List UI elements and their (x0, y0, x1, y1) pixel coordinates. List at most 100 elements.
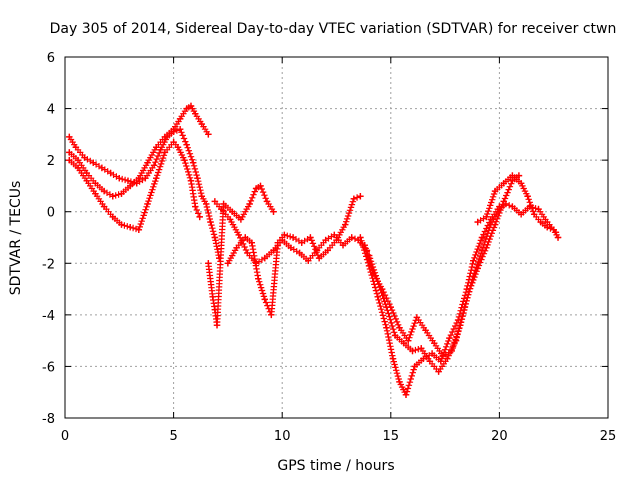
data-point (509, 203, 516, 210)
data-point (444, 355, 451, 362)
data-point (307, 234, 314, 241)
data-point (181, 156, 188, 164)
data-point (176, 115, 184, 123)
data-point (431, 340, 438, 347)
data-point (170, 126, 177, 133)
data-point (124, 177, 132, 184)
data-point (389, 355, 397, 362)
data-point (66, 156, 73, 164)
plot-frame (64, 56, 609, 419)
data-point (296, 249, 303, 257)
data-point (174, 144, 182, 151)
data-point (211, 234, 219, 241)
y-axis-label: SDTVAR / TECUs (8, 181, 24, 296)
data-point (246, 200, 253, 208)
series-track-b (66, 102, 212, 200)
data-point (248, 239, 255, 246)
x-axis-label: GPS time / hours (277, 458, 394, 474)
data-marks (66, 102, 562, 398)
data-point (153, 174, 160, 182)
data-point (98, 164, 106, 172)
data-point (517, 211, 525, 218)
data-point (72, 144, 80, 151)
data-point (198, 193, 206, 200)
data-point (196, 213, 203, 221)
series-trace (357, 203, 503, 398)
data-point (428, 350, 436, 357)
chart-title: Day 305 of 2014, Sidereal Day-to-day VTE… (50, 21, 617, 37)
data-point (261, 254, 269, 262)
data-point (509, 172, 516, 179)
data-point (478, 234, 486, 241)
series-trace (211, 198, 371, 267)
data-point (263, 198, 271, 205)
data-point (242, 234, 249, 241)
data-point (461, 303, 468, 311)
data-point (187, 177, 195, 184)
y-tick-label: 0 (47, 206, 55, 221)
x-tick-label: 25 (600, 429, 617, 444)
data-point (502, 200, 510, 208)
data-point (348, 234, 355, 241)
data-point (474, 218, 481, 226)
data-point (161, 149, 169, 156)
data-point (298, 239, 305, 246)
data-point (83, 177, 90, 184)
data-point (478, 247, 486, 254)
data-point (183, 105, 190, 112)
data-point (400, 340, 408, 347)
data-point (350, 195, 358, 203)
data-point (270, 208, 277, 215)
data-point (220, 200, 227, 208)
data-point (255, 275, 262, 282)
data-point (116, 174, 123, 182)
data-point (235, 231, 242, 239)
data-point (252, 185, 260, 192)
data-point (470, 257, 477, 264)
data-point (205, 131, 212, 138)
data-point (144, 159, 151, 166)
series-track-c (66, 138, 203, 233)
series-trace (365, 200, 560, 375)
data-point (305, 257, 312, 264)
data-point (90, 159, 97, 166)
data-point (333, 236, 340, 244)
data-point (383, 324, 390, 331)
data-point (74, 156, 82, 164)
x-tick-label: 15 (383, 429, 400, 444)
series-track-d (205, 182, 277, 329)
data-point (100, 203, 108, 210)
data-point (281, 231, 288, 239)
series-trace (66, 126, 223, 262)
data-point (176, 126, 184, 133)
y-tick-label: 6 (47, 51, 55, 66)
data-point (315, 254, 323, 262)
data-point (365, 252, 373, 259)
data-point (324, 247, 332, 254)
data-point (135, 226, 143, 233)
data-point (361, 242, 368, 249)
data-point (357, 193, 364, 200)
data-point (153, 144, 160, 151)
data-point (226, 216, 234, 223)
data-point (170, 138, 177, 146)
data-point (189, 159, 197, 166)
data-point (183, 141, 190, 148)
data-point (268, 311, 275, 319)
data-point (144, 200, 151, 208)
data-point (483, 213, 490, 221)
data-point (224, 260, 232, 267)
data-point (554, 234, 562, 241)
data-point (396, 324, 403, 331)
y-tick-label: -2 (42, 257, 55, 272)
series-track-i (365, 200, 560, 375)
y-tick-label: 4 (47, 103, 55, 118)
data-point (66, 149, 73, 156)
series-track-j (474, 172, 562, 241)
series-track-g (357, 203, 503, 398)
x-tick-label: 10 (274, 429, 291, 444)
data-point (229, 208, 236, 215)
data-point (118, 190, 125, 197)
